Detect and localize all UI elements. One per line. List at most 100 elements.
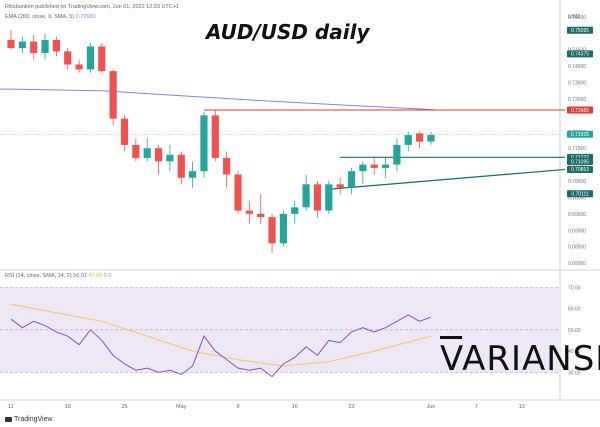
publisher-note: Riksbanken published on TradingView.com,…: [5, 4, 180, 10]
rsi-legend: RSI (14, close, SMA, 14, 2) 56.01 47.69 …: [5, 273, 111, 279]
candle-body: [404, 135, 412, 145]
candle-body: [427, 135, 435, 142]
price-tick-label: 0.70000: [568, 195, 586, 201]
candle-body: [41, 39, 49, 54]
time-tick-label: 7: [475, 404, 478, 410]
rsi-tick-label: 70.00: [568, 285, 581, 291]
time-tick-label: 25: [121, 404, 127, 410]
price-tag-label: 0.71925: [571, 132, 589, 138]
candle-body: [393, 144, 401, 165]
price-tag-label: 0.71095: [571, 159, 589, 165]
rsi-tick-label: 50.00: [568, 328, 581, 334]
time-tick-label: Jun: [427, 404, 436, 410]
candle-body: [416, 133, 424, 142]
time-tick-label: 23: [348, 404, 354, 410]
candle-body: [189, 171, 197, 178]
price-tag-box: [567, 106, 593, 114]
candle-body: [143, 148, 151, 159]
price-tick-label: 0.75500: [568, 15, 586, 21]
rsi-label: RSI (14, close, SMA, 14, 2): [5, 273, 72, 279]
time-tick-label: 9: [236, 404, 239, 410]
rsi-line: [10, 314, 432, 378]
candle-body: [381, 164, 390, 168]
candle-body: [245, 210, 253, 214]
candle-body: [132, 144, 140, 159]
chart-title: AUD/USD daily: [206, 20, 370, 44]
candle-body: [98, 46, 106, 72]
time-tick-label: 16: [292, 404, 298, 410]
price-tag-box: [567, 50, 593, 58]
rsi-tick-label: 60.00: [568, 307, 581, 313]
price-tick-label: 0.73500: [568, 81, 586, 87]
rsi-value-1: 56.01: [73, 273, 87, 279]
price-tag-box: [567, 157, 593, 165]
price-tag-box: [567, 130, 593, 138]
candle-body: [211, 115, 219, 159]
candle-body: [154, 148, 163, 162]
candle-body: [86, 46, 95, 70]
candle-body: [279, 213, 287, 244]
ema-label: EMA (200, close, 0, SMA, 5): [5, 14, 75, 20]
candle-body: [313, 184, 322, 211]
rsi-value-3: 0: [103, 273, 107, 279]
candle-body: [52, 39, 60, 52]
price-tag-label: 0.74375: [571, 52, 589, 58]
candle-body: [200, 115, 208, 172]
candle-body: [109, 71, 117, 119]
price-tick-label: 0.74000: [568, 64, 586, 70]
candle-body: [7, 39, 15, 49]
candle-body: [325, 184, 333, 211]
candle-body: [336, 184, 344, 188]
ema200-line: [0, 88, 439, 111]
candle-body: [177, 154, 185, 178]
price-tag-label: 0.75095: [571, 28, 589, 34]
price-tick-label: 0.69500: [568, 212, 586, 218]
candle-body: [359, 164, 367, 172]
candle-body: [30, 41, 38, 54]
price-tick-label: 0.71000: [568, 163, 586, 169]
time-tick-label: May: [176, 404, 187, 410]
candle-body: [257, 213, 265, 218]
price-tick-label: 0.70500: [568, 179, 586, 185]
candle-body: [234, 174, 242, 211]
price-tag-box: [567, 165, 593, 173]
price-tick-label: 0.71500: [568, 146, 586, 152]
ema-value: 0.72680: [75, 14, 96, 20]
time-tick-label: 18: [65, 404, 71, 410]
candle-body: [268, 217, 276, 244]
rsi-ma-line: [10, 303, 432, 367]
ema-legend: EMA (200, close, 0, SMA, 5) 0.72680: [5, 14, 96, 20]
tradingview-icon: [5, 416, 12, 422]
time-tick-label: 13: [519, 404, 525, 410]
candle-body: [302, 184, 310, 208]
price-tag-box: [567, 26, 593, 34]
candle-body: [120, 118, 129, 145]
tradingview-footer: TradingView: [5, 416, 53, 423]
price-tick-label: 0.73000: [568, 97, 586, 103]
trendline: [328, 168, 566, 190]
candle-body: [223, 158, 231, 175]
logo-first-letter: V: [440, 339, 463, 379]
candle-body: [347, 171, 356, 188]
price-tag-label: 0.70111: [571, 192, 589, 198]
rsi-tick-label: 40.00: [568, 349, 581, 355]
candle-body: [166, 154, 174, 162]
brand-name: TradingView: [14, 416, 53, 423]
candle-body: [75, 64, 83, 70]
candle-body: [291, 207, 299, 214]
price-tag-label: 0.72665: [571, 108, 589, 114]
rsi-tick-label: 30.00: [568, 370, 581, 376]
candle-body: [64, 51, 72, 65]
logo-text-rest: ARIANSE: [462, 339, 600, 379]
currency-label: USD: [568, 14, 580, 20]
rsi-value-2: 47.69: [88, 273, 103, 279]
price-tag-label: 0.70853: [571, 167, 589, 173]
time-tick-label: 11: [8, 404, 14, 410]
candle-body: [18, 41, 26, 49]
rsi-value-4: 0: [108, 273, 112, 279]
varianse-logo: VARIANSE: [440, 339, 600, 379]
price-tag-box: [567, 190, 593, 198]
candle-body: [370, 164, 378, 168]
price-tick-label: 0.68500: [568, 245, 586, 251]
